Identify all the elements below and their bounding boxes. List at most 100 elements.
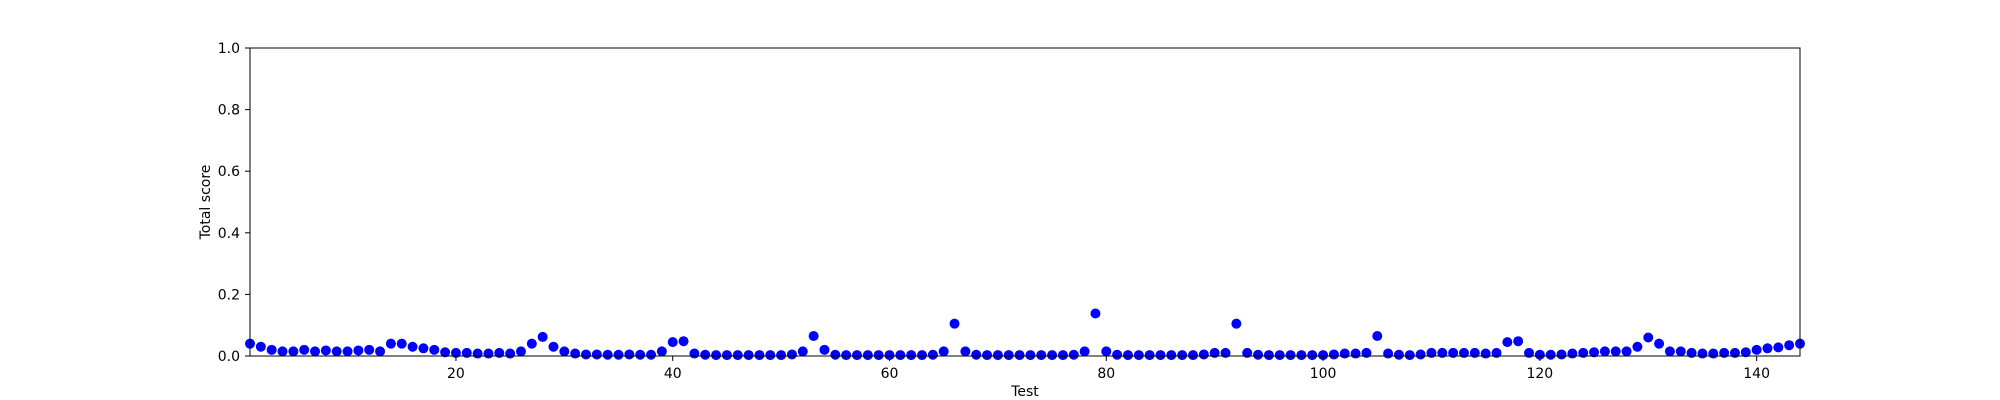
data-point — [1773, 342, 1784, 353]
data-point — [1133, 350, 1144, 361]
data-point — [1393, 349, 1404, 360]
data-point — [1458, 347, 1469, 358]
data-point — [548, 341, 559, 352]
data-point — [255, 341, 266, 352]
x-tick-label: 140 — [1743, 366, 1770, 382]
y-tick-label: 0.2 — [218, 287, 240, 303]
data-point — [1155, 350, 1166, 361]
data-point — [385, 338, 396, 349]
x-tick-label: 80 — [1097, 366, 1115, 382]
data-point — [288, 346, 299, 357]
data-point — [570, 348, 581, 359]
data-point — [1101, 346, 1112, 357]
data-point — [1621, 346, 1632, 357]
y-tick-label: 0.4 — [218, 226, 240, 242]
x-axis-ticks: 20 40 60 80 100 120 140 — [447, 356, 1770, 382]
y-tick-label: 1.0 — [218, 41, 240, 57]
data-point — [1231, 318, 1242, 329]
data-point — [1090, 308, 1101, 319]
data-point — [1079, 346, 1090, 357]
data-point — [1242, 347, 1253, 358]
data-point — [331, 346, 342, 357]
data-point — [667, 337, 678, 348]
data-point — [310, 346, 321, 357]
x-axis-label: Test — [1010, 384, 1039, 400]
data-point — [711, 350, 722, 361]
data-point — [1307, 350, 1318, 361]
data-point — [830, 349, 841, 360]
data-point — [320, 345, 331, 356]
data-point — [299, 344, 310, 355]
data-point — [1534, 349, 1545, 360]
x-tick-label: 60 — [881, 366, 899, 382]
data-point — [1513, 336, 1524, 347]
data-point — [1404, 350, 1415, 361]
data-point — [819, 344, 830, 355]
data-point — [353, 345, 364, 356]
data-points — [245, 308, 1805, 361]
data-point — [1610, 346, 1621, 357]
data-point — [1719, 347, 1730, 358]
data-point — [1469, 347, 1480, 358]
data-point — [1350, 348, 1361, 359]
data-point — [1697, 348, 1708, 359]
data-point — [1632, 341, 1643, 352]
data-point — [342, 346, 353, 357]
data-point — [483, 348, 494, 359]
data-point — [721, 350, 732, 361]
data-point — [364, 344, 375, 355]
data-point — [1654, 338, 1665, 349]
data-point — [797, 346, 808, 357]
data-point — [375, 346, 386, 357]
axes-frame — [249, 47, 1801, 357]
data-point — [982, 350, 993, 361]
data-point — [624, 349, 635, 360]
data-point — [1708, 348, 1719, 359]
data-point — [1578, 347, 1589, 358]
data-point — [450, 347, 461, 358]
data-point — [1686, 347, 1697, 358]
data-point — [1285, 350, 1296, 361]
data-point — [841, 350, 852, 361]
data-point — [1502, 337, 1513, 348]
data-point — [732, 350, 743, 361]
data-point — [494, 347, 505, 358]
data-point — [613, 349, 624, 360]
x-tick-label: 20 — [447, 366, 465, 382]
data-point — [765, 350, 776, 361]
data-point — [949, 318, 960, 329]
data-point — [591, 349, 602, 360]
data-point — [646, 349, 657, 360]
data-point — [1675, 346, 1686, 357]
y-tick-label: 0.8 — [218, 103, 240, 119]
data-point — [1057, 350, 1068, 361]
data-point — [1361, 347, 1372, 358]
data-point — [266, 344, 277, 355]
data-point — [1437, 347, 1448, 358]
data-point — [1480, 348, 1491, 359]
data-point — [1188, 350, 1199, 361]
data-point — [1643, 332, 1654, 343]
data-point — [971, 349, 982, 360]
data-point — [1664, 346, 1675, 357]
data-point — [1426, 347, 1437, 358]
data-point — [1328, 349, 1339, 360]
data-point — [700, 349, 711, 360]
data-point — [1198, 349, 1209, 360]
data-point — [1166, 350, 1177, 361]
data-point — [429, 344, 440, 355]
data-point — [678, 336, 689, 347]
data-point — [884, 350, 895, 361]
data-point — [1047, 350, 1058, 361]
data-point — [960, 346, 971, 357]
data-point — [635, 349, 646, 360]
x-tick-label: 100 — [1310, 366, 1337, 382]
y-axis-ticks: 0.0 0.2 0.4 0.6 0.8 1.0 — [218, 41, 250, 365]
data-point — [1263, 350, 1274, 361]
data-point — [1339, 348, 1350, 359]
data-point — [786, 349, 797, 360]
data-point — [917, 350, 928, 361]
data-point — [906, 350, 917, 361]
data-point — [808, 330, 819, 341]
